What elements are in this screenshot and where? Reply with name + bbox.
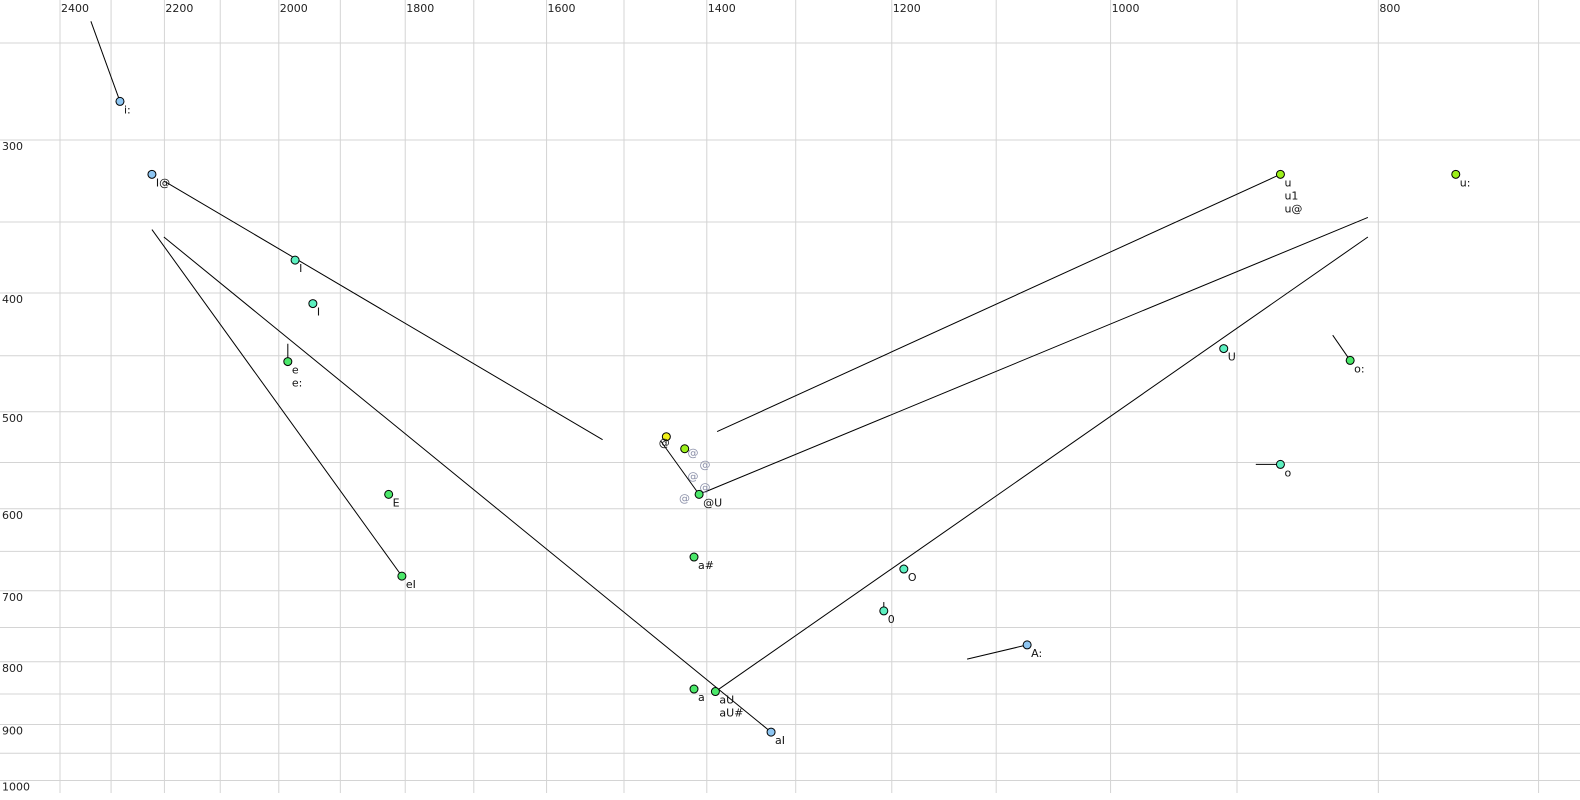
y-tick-label: 400	[2, 293, 23, 306]
trajectory-line	[716, 173, 1281, 433]
point-label: e:	[292, 377, 302, 390]
x-tick-label: 1000	[1112, 2, 1140, 15]
point-label: U	[1228, 351, 1236, 364]
point-label: i:	[124, 103, 131, 116]
trajectory-mark: @	[699, 481, 710, 494]
data-point	[1275, 169, 1285, 179]
point-label: I	[299, 262, 302, 275]
point-label: O	[908, 571, 917, 584]
trajectory-line	[151, 229, 403, 577]
point-label: 0	[888, 613, 895, 626]
point-label: I@	[156, 176, 170, 189]
trajectory-line	[163, 180, 603, 441]
data-point	[680, 444, 690, 454]
x-axis-tick-labels: 2400 2200 2000 1800 1600 1400 1200 1000 800	[61, 2, 1400, 15]
point-label: aU	[719, 694, 734, 707]
data-point	[661, 432, 671, 442]
point-label: u1	[1284, 189, 1298, 202]
point-label: o	[1284, 466, 1291, 479]
y-tick-label: 800	[2, 662, 23, 675]
point-label: @U	[703, 496, 722, 509]
data-point	[115, 96, 125, 106]
point-label: E	[393, 496, 400, 509]
point-label: o:	[1354, 362, 1364, 375]
y-tick-label: 300	[2, 140, 23, 153]
data-point	[710, 687, 720, 697]
trajectory-line	[715, 236, 1369, 692]
trajectory-line	[1332, 334, 1351, 361]
y-tick-label: 500	[2, 412, 23, 425]
data-point	[308, 299, 318, 309]
point-label: a#	[698, 559, 714, 572]
data-point	[1451, 169, 1461, 179]
data-point	[290, 255, 300, 265]
y-tick-label: 900	[2, 724, 23, 737]
data-point	[766, 727, 776, 737]
y-tick-label: 600	[2, 509, 23, 522]
x-tick-label: 800	[1379, 2, 1400, 15]
data-point	[283, 357, 293, 367]
data-point	[1022, 640, 1032, 650]
point-label: u@	[1284, 202, 1302, 215]
data-point	[694, 489, 704, 499]
data-point	[1219, 344, 1229, 354]
point-label: a	[698, 691, 705, 704]
x-tick-label: 1600	[548, 2, 576, 15]
trajectory-line	[90, 21, 121, 102]
point-label: eI	[406, 578, 416, 591]
x-tick-label: 1400	[708, 2, 736, 15]
data-point	[689, 684, 699, 694]
trajectory-line	[660, 440, 700, 495]
y-axis-tick-labels: 300 400 500 600 700 800 900 1000	[2, 140, 30, 794]
trajectory-line	[966, 644, 1028, 660]
trajectory-mark: @	[687, 447, 698, 460]
y-tick-label: 700	[2, 591, 23, 604]
point-label: e	[292, 364, 299, 377]
point-label: @	[659, 437, 670, 450]
data-point	[1275, 459, 1285, 469]
x-tick-label: 2200	[165, 2, 193, 15]
y-tick-label: 1000	[2, 781, 30, 794]
x-tick-label: 2400	[61, 2, 89, 15]
trajectory-mark: @	[699, 458, 710, 471]
trajectory-mark: @	[679, 492, 690, 505]
point-label: A:	[1031, 647, 1042, 660]
trajectory-lines	[90, 21, 1369, 733]
point-label: u	[1284, 176, 1291, 189]
x-tick-label: 1800	[406, 2, 434, 15]
point-label: u:	[1460, 176, 1471, 189]
data-point	[879, 606, 889, 616]
trajectory-mark: @	[687, 470, 698, 483]
data-point	[899, 564, 909, 574]
trajectory-line	[698, 216, 1369, 495]
point-label: aU#	[719, 707, 743, 720]
point-label: aI	[775, 734, 785, 747]
trajectory-line	[163, 236, 772, 733]
data-point	[689, 552, 699, 562]
data-point	[147, 169, 157, 179]
x-tick-label: 1200	[893, 2, 921, 15]
x-tick-label: 2000	[280, 2, 308, 15]
point-label: I	[317, 306, 320, 319]
data-point	[384, 489, 394, 499]
data-point	[1345, 355, 1355, 365]
data-point	[397, 571, 407, 581]
trajectory-marks: @@@@@	[679, 447, 710, 505]
